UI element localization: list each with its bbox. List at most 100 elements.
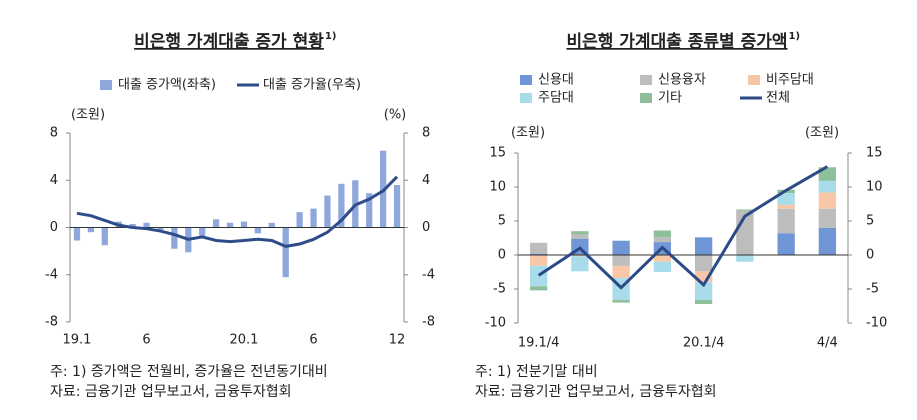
y-tick-label: 5 xyxy=(498,214,506,229)
legend-label: 대출 증가액(좌축) xyxy=(118,78,216,93)
footnote: 주: 1) 증가액은 전월비, 증가율은 전년동기대비 xyxy=(50,364,328,380)
bar xyxy=(366,193,373,228)
y2-tick-label: -5 xyxy=(866,282,879,297)
y2-unit: (조원) xyxy=(805,126,839,141)
chart-title: 비은행 가계대출 증가 현황 xyxy=(134,32,324,52)
bar xyxy=(612,240,630,255)
y2-unit: (%) xyxy=(384,108,407,123)
bar xyxy=(818,180,837,193)
bar xyxy=(612,299,630,303)
bar xyxy=(694,299,713,304)
legend-swatch xyxy=(520,93,532,103)
legend-label: 주담대 xyxy=(538,91,574,106)
x-tick-label: 6 xyxy=(142,333,150,348)
y-tick-label: 8 xyxy=(50,126,58,141)
bar xyxy=(653,230,672,238)
chart-title: 비은행 가계대출 종류별 증가액 xyxy=(566,32,787,52)
y2-tick-label: -8 xyxy=(422,315,435,330)
x-tick-label: 4/4 xyxy=(817,336,838,351)
y-tick-label: 4 xyxy=(50,173,58,188)
bar xyxy=(777,233,795,255)
legend-label: 비주담대 xyxy=(766,73,814,88)
y-tick-label: 15 xyxy=(489,146,506,161)
bar xyxy=(777,208,795,234)
bar xyxy=(282,227,289,278)
footnote: 주: 1) 전분기말 대비 xyxy=(475,364,598,380)
y2-tick-label: 5 xyxy=(866,214,874,229)
bar xyxy=(529,242,548,254)
x-tick-label: 20.1/4 xyxy=(683,336,725,351)
line xyxy=(76,175,399,248)
bar xyxy=(612,255,630,266)
bar xyxy=(529,286,548,291)
bar xyxy=(101,227,108,246)
x-tick-label: 19.1 xyxy=(62,333,91,348)
bar xyxy=(653,255,672,262)
y2-tick-label: 15 xyxy=(866,146,883,161)
bar xyxy=(571,256,589,272)
bar xyxy=(87,227,95,233)
bar xyxy=(254,227,262,234)
bar xyxy=(529,255,548,266)
bar xyxy=(571,234,589,239)
bar xyxy=(694,255,713,272)
title-note: 1) xyxy=(789,31,801,42)
bar xyxy=(143,222,150,228)
y2-tick-label: 4 xyxy=(422,173,430,188)
legend-swatch xyxy=(640,93,652,103)
y2-tick-label: 10 xyxy=(866,180,883,195)
legend-label: 신용융자 xyxy=(658,73,706,88)
bar xyxy=(777,193,795,205)
y2-tick-label: 8 xyxy=(422,126,430,141)
footnote: 자료: 금융기관 업무보고서, 금융투자협회 xyxy=(50,384,291,400)
legend-swatch xyxy=(520,75,532,85)
bar xyxy=(571,231,589,235)
legend-swatch xyxy=(748,75,760,85)
bar xyxy=(310,208,317,228)
bar xyxy=(324,195,331,228)
bar xyxy=(529,265,548,287)
bar xyxy=(653,237,672,243)
legend-swatch xyxy=(640,75,652,85)
bar xyxy=(694,271,713,283)
x-tick-label: 12 xyxy=(389,333,406,348)
legend-swatch xyxy=(100,80,112,90)
y-tick-label: 0 xyxy=(50,220,58,235)
y2-tick-label: 0 xyxy=(422,220,430,235)
legend-label: 전체 xyxy=(766,91,790,106)
bar xyxy=(73,227,81,241)
y-unit: (조원) xyxy=(511,126,545,141)
bar xyxy=(736,255,754,262)
bar xyxy=(157,227,164,230)
x-tick-label: 19.1/4 xyxy=(518,336,560,351)
x-tick-label: 20.1 xyxy=(229,333,258,348)
bar xyxy=(226,222,234,228)
y-tick-label: 0 xyxy=(498,248,506,263)
y-tick-label: -8 xyxy=(45,315,58,330)
bar xyxy=(129,223,136,228)
bar xyxy=(612,265,630,279)
legend-label: 기타 xyxy=(658,91,682,106)
bar xyxy=(529,253,548,255)
bar xyxy=(818,227,837,255)
y2-tick-label: 0 xyxy=(866,248,874,263)
bar xyxy=(818,192,837,209)
bar xyxy=(818,208,837,228)
y-unit: (조원) xyxy=(71,108,105,123)
bar xyxy=(393,184,401,228)
footnote: 자료: 금융기관 업무보고서, 금융투자협회 xyxy=(475,384,716,400)
y-tick-label: 10 xyxy=(489,180,506,195)
bar xyxy=(240,221,248,228)
bar xyxy=(199,227,206,236)
bar xyxy=(338,183,345,228)
y-tick-label: -10 xyxy=(485,316,506,331)
bar xyxy=(171,227,178,249)
y-tick-label: -4 xyxy=(45,267,58,282)
bar xyxy=(736,209,754,211)
y2-tick-label: -4 xyxy=(422,267,435,282)
x-tick-label: 6 xyxy=(309,333,317,348)
bar xyxy=(777,204,795,209)
legend-label: 대출 증가율(우축) xyxy=(263,78,361,93)
bar xyxy=(571,255,589,257)
